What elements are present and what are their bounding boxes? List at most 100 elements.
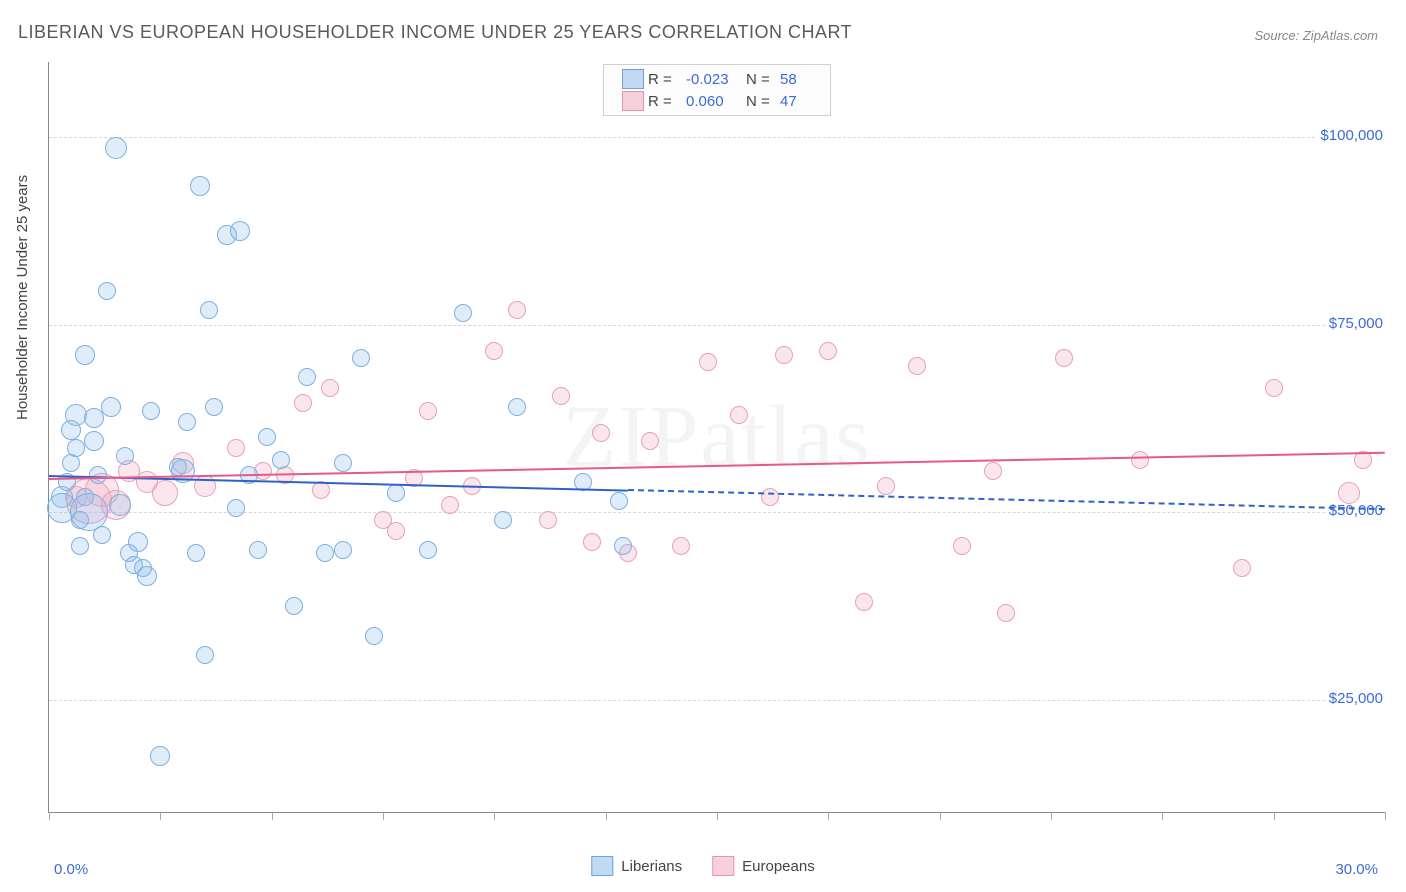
data-point-liberians [258,428,276,446]
data-point-europeans [855,593,873,611]
data-point-liberians [142,402,160,420]
x-tick [1051,812,1052,820]
gridline [49,700,1385,701]
data-point-europeans [819,342,837,360]
data-point-liberians [387,484,405,502]
data-point-europeans [1055,349,1073,367]
x-tick [828,812,829,820]
data-point-liberians [84,431,104,451]
source-attribution: Source: ZipAtlas.com [1254,28,1378,43]
data-point-liberians [105,137,127,159]
data-point-europeans [227,439,245,457]
data-point-europeans [387,522,405,540]
data-point-liberians [365,627,383,645]
data-point-liberians [98,282,116,300]
data-point-liberians [137,566,157,586]
gridline [49,137,1385,138]
data-point-europeans [552,387,570,405]
legend-stat: 58 [780,71,812,88]
x-axis-max-label: 30.0% [1335,861,1378,878]
data-point-europeans [761,488,779,506]
legend-label: Europeans [742,858,815,875]
x-tick [49,812,50,820]
x-tick [940,812,941,820]
data-point-liberians [272,451,290,469]
data-point-europeans [730,406,748,424]
data-point-europeans [699,353,717,371]
data-point-europeans [583,533,601,551]
correlation-legend: R =-0.023N =58R =0.060N =47 [603,64,831,116]
x-tick [717,812,718,820]
y-tick-label: $75,000 [1325,313,1387,334]
data-point-liberians [352,349,370,367]
data-point-liberians [298,368,316,386]
x-tick [1162,812,1163,820]
data-point-liberians [200,301,218,319]
data-point-europeans [419,402,437,420]
data-point-liberians [610,492,628,510]
legend-stat: N = [746,71,780,88]
trendline-liberians-extrapolated [628,489,1385,512]
data-point-liberians [67,439,85,457]
x-tick [606,812,607,820]
x-tick [383,812,384,820]
data-point-europeans [641,432,659,450]
data-point-europeans [1265,379,1283,397]
data-point-liberians [196,646,214,664]
data-point-europeans [984,462,1002,480]
legend-swatch [622,91,644,111]
gridline [49,512,1385,513]
data-point-liberians [187,544,205,562]
legend-stat: 0.060 [686,93,746,110]
data-point-europeans [775,346,793,364]
data-point-europeans [539,511,557,529]
chart-container: LIBERIAN VS EUROPEAN HOUSEHOLDER INCOME … [0,0,1406,892]
chart-title: LIBERIAN VS EUROPEAN HOUSEHOLDER INCOME … [18,22,852,43]
data-point-liberians [93,526,111,544]
legend-swatch [591,856,613,876]
data-point-liberians [494,511,512,529]
data-point-europeans [1233,559,1251,577]
data-point-liberians [334,454,352,472]
x-tick [272,812,273,820]
data-point-liberians [71,537,89,555]
data-point-liberians [419,541,437,559]
x-tick [494,812,495,820]
data-point-liberians [508,398,526,416]
legend-stat: 47 [780,93,812,110]
data-point-liberians [227,499,245,517]
data-point-liberians [109,494,131,516]
data-point-liberians [178,413,196,431]
data-point-liberians [84,408,104,428]
data-point-europeans [592,424,610,442]
y-tick-label: $25,000 [1325,688,1387,709]
gridline [49,325,1385,326]
y-axis-label: Householder Income Under 25 years [14,175,31,420]
data-point-liberians [316,544,334,562]
x-tick [160,812,161,820]
data-point-europeans [152,480,178,506]
legend-item: Liberians [591,856,682,876]
data-point-liberians [285,597,303,615]
data-point-liberians [150,746,170,766]
data-point-liberians [205,398,223,416]
data-point-europeans [953,537,971,555]
data-point-liberians [249,541,267,559]
data-point-europeans [441,496,459,514]
legend-item: Europeans [712,856,815,876]
legend-swatch [712,856,734,876]
x-tick [1385,812,1386,820]
data-point-europeans [294,394,312,412]
series-legend: Liberians Europeans [591,856,814,876]
legend-stat: -0.023 [686,71,746,88]
data-point-liberians [101,397,121,417]
y-tick-label: $100,000 [1316,125,1387,146]
data-point-liberians [89,466,107,484]
data-point-europeans [1338,482,1360,504]
plot-area: ZIPatlas R =-0.023N =58R =0.060N =47 $25… [48,62,1385,813]
data-point-liberians [230,221,250,241]
data-point-europeans [672,537,690,555]
data-point-liberians [190,176,210,196]
x-tick [1274,812,1275,820]
legend-label: Liberians [621,858,682,875]
